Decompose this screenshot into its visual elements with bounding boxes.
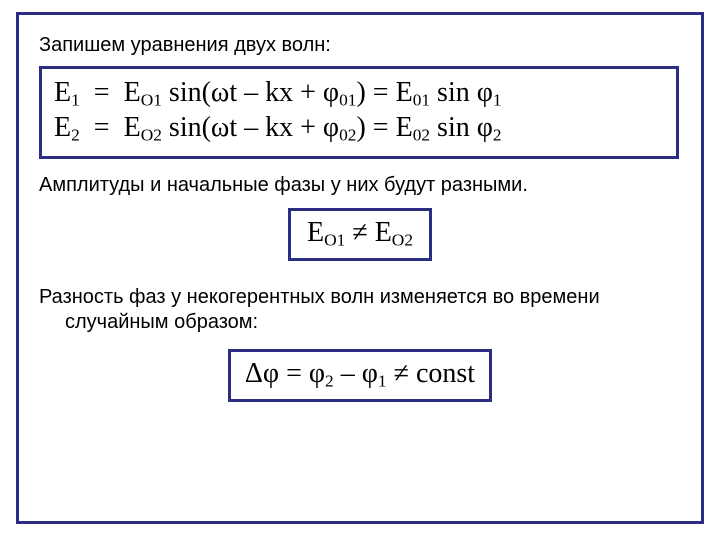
- amplitude-inequality-box: EO1 ≠ EO2: [288, 208, 432, 261]
- equation-phase-diff: Δφ = φ2 – φ1 ≠ const: [245, 358, 475, 391]
- wave-equations-box: E1 = EO1 sin(ωt – kx + φ01) = E01 sin φ1…: [39, 66, 679, 159]
- slide-frame: Запишем уравнения двух волн: E1 = EO1 si…: [16, 12, 704, 524]
- equation-amp-neq: EO1 ≠ EO2: [307, 217, 413, 250]
- amplitude-text: Амплитуды и начальные фазы у них будут р…: [39, 173, 681, 198]
- phase-difference-box: Δφ = φ2 – φ1 ≠ const: [228, 349, 492, 402]
- intro-text: Запишем уравнения двух волн:: [39, 33, 681, 58]
- equation-e1: E1 = EO1 sin(ωt – kx + φ01) = E01 sin φ1: [54, 77, 664, 110]
- equation-e2: E2 = EO2 sin(ωt – kx + φ02) = E02 sin φ2: [54, 112, 664, 145]
- phase-diff-text: Разность фаз у некогерентных волн изменя…: [39, 285, 681, 335]
